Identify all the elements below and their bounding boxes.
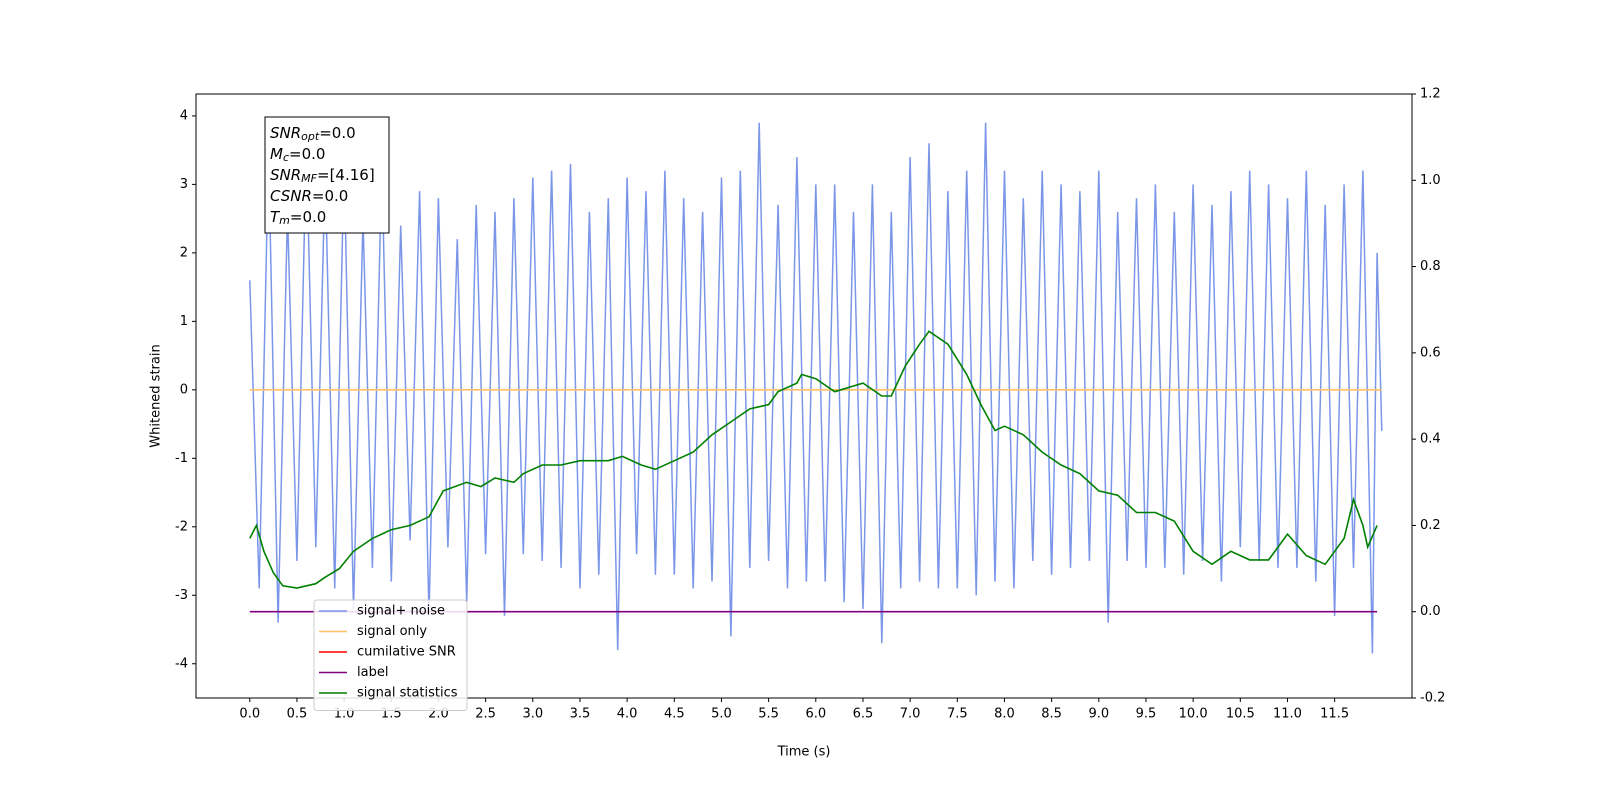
series-line	[249, 330, 1378, 589]
y-axis-label: Whitened strain	[149, 344, 164, 447]
legend-label: cumilative SNR	[357, 645, 456, 660]
y2-tick-label: 0.6	[1420, 345, 1441, 360]
annotation-sub: MF	[301, 172, 317, 185]
annotation-rest: =0.0	[312, 187, 348, 205]
annotation: SNRopt=0.0Mc=0.0SNRMF=[4.16]CSNR=0.0Tm=0…	[264, 116, 390, 234]
legend-label: signal statistics	[357, 686, 458, 701]
x-axis-label: Time (s)	[777, 745, 831, 760]
y2-tick-label: 0.8	[1420, 259, 1441, 274]
annotation-rest: =0.0	[289, 145, 325, 163]
annotation-sub: opt	[301, 130, 320, 143]
x-tick-label: 9.0	[1088, 707, 1109, 722]
annotation-rest: =[4.16]	[317, 166, 375, 184]
x-tick-label: 8.0	[994, 707, 1015, 722]
series-line	[249, 122, 1383, 654]
x-tick-label: 8.5	[1041, 707, 1062, 722]
x-tick-label: 11.0	[1273, 707, 1302, 722]
annotation-base: SNR	[270, 124, 301, 142]
annotation-base: M	[270, 145, 283, 163]
x-tick-label: 3.5	[570, 707, 591, 722]
legend-label: signal only	[357, 624, 427, 639]
y-tick-label: 4	[180, 108, 188, 123]
annotation-sub: m	[279, 214, 290, 227]
y-tick-label: -1	[175, 451, 188, 466]
x-tick-label: 5.0	[711, 707, 732, 722]
annotation-line: SNRMF=[4.16]	[270, 166, 375, 186]
annotation-line: CSNR=0.0	[270, 187, 348, 205]
y-tick-label: 1	[180, 314, 188, 329]
annotation-rest: =0.0	[290, 208, 326, 226]
x-tick-label: 11.5	[1320, 707, 1349, 722]
x-tick-label: 4.0	[617, 707, 638, 722]
annotation-box	[264, 116, 390, 234]
x-tick-label: 10.0	[1179, 707, 1208, 722]
y2-tick-label: -0.2	[1420, 691, 1445, 706]
annotation-base: T	[270, 208, 281, 226]
annotation-rest: =0.0	[319, 124, 355, 142]
x-tick-label: 0.5	[287, 707, 308, 722]
annotation-base: CSNR	[270, 187, 312, 205]
x-tick-label: 7.5	[947, 707, 968, 722]
y2-tick-label: 0.4	[1420, 432, 1441, 447]
annotation-base: SNR	[270, 166, 301, 184]
x-tick-label: 6.0	[805, 707, 826, 722]
legend-box	[313, 599, 468, 711]
y-tick-label: -4	[175, 656, 188, 671]
y-tick-label: 3	[180, 177, 188, 192]
annotation-sub: c	[283, 151, 289, 164]
x-tick-label: 6.5	[853, 707, 874, 722]
x-tick-label: 2.5	[475, 707, 496, 722]
y-tick-label: -3	[175, 588, 188, 603]
annotation-line: Mc=0.0	[270, 145, 325, 165]
y-tick-label: -2	[175, 519, 188, 534]
annotation-line: Tm=0.0	[270, 208, 326, 228]
y2-tick-label: 0.2	[1420, 518, 1441, 533]
y-tick-label: 2	[180, 245, 188, 260]
y-tick-label: 0	[180, 382, 188, 397]
legend-label: label	[357, 665, 388, 680]
plot-frame	[195, 93, 1413, 699]
y2-tick-label: 0.0	[1420, 604, 1441, 619]
legend-label: signal+ noise	[357, 604, 445, 619]
annotation-line: SNRopt=0.0	[270, 124, 356, 144]
x-tick-label: 3.0	[522, 707, 543, 722]
y2-tick-label: 1.2	[1420, 87, 1441, 102]
x-tick-label: 4.5	[664, 707, 685, 722]
x-tick-label: 9.5	[1136, 707, 1157, 722]
x-tick-label: 0.0	[239, 707, 260, 722]
x-tick-label: 10.5	[1226, 707, 1255, 722]
x-tick-label: 5.5	[758, 707, 779, 722]
y2-tick-label: 1.0	[1420, 173, 1441, 188]
x-tick-label: 7.0	[900, 707, 921, 722]
